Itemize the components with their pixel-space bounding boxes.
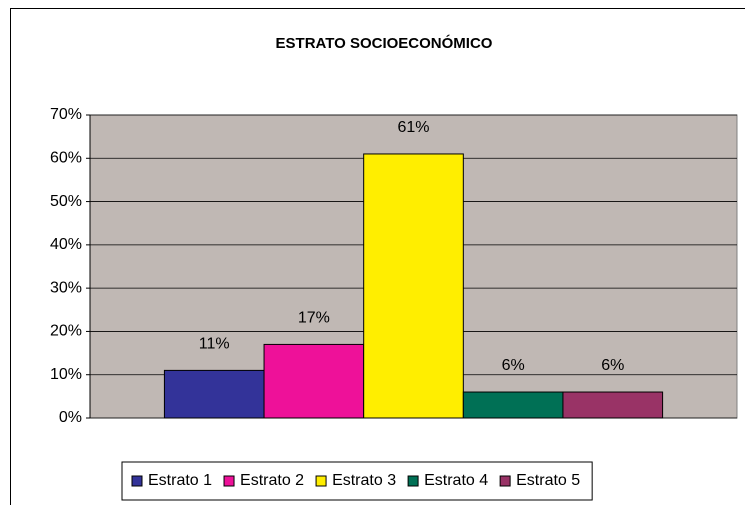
y-tick-label: 70% xyxy=(50,106,82,123)
y-tick-label: 60% xyxy=(50,150,82,167)
y-tick-label: 20% xyxy=(50,323,82,340)
y-tick-label: 50% xyxy=(50,193,82,210)
legend: Estrato 1 Estrato 2 Estrato 3 Estrato 4 Estr… xyxy=(121,461,593,501)
legend-swatch xyxy=(131,475,143,487)
legend-swatch xyxy=(407,475,419,487)
bar xyxy=(462,391,564,419)
legend-swatch xyxy=(315,475,327,487)
legend-label: Estrato 2 xyxy=(240,472,304,489)
data-label: 17% xyxy=(298,310,330,327)
legend-swatch xyxy=(499,475,511,487)
legend-box xyxy=(121,461,593,501)
bar xyxy=(163,369,265,419)
legend-label: Estrato 4 xyxy=(424,472,488,489)
data-label: 61% xyxy=(397,119,429,136)
y-tick-label: 10% xyxy=(50,366,82,383)
legend-label: Estrato 1 xyxy=(148,472,212,489)
legend-swatch xyxy=(223,475,235,487)
legend-label: Estrato 3 xyxy=(332,472,396,489)
legend-label: Estrato 5 xyxy=(516,472,580,489)
data-label: 6% xyxy=(601,357,624,374)
data-label: 6% xyxy=(502,357,525,374)
chart-border xyxy=(10,8,745,505)
bar xyxy=(363,153,464,419)
chart-title: ESTRATO SOCIOECONÓMICO xyxy=(276,34,493,52)
bar xyxy=(562,391,664,419)
data-label: 11% xyxy=(199,336,230,353)
y-tick-label: 40% xyxy=(50,236,82,253)
y-tick-label: 30% xyxy=(50,279,82,296)
y-tick-label: 0% xyxy=(59,409,82,426)
bar xyxy=(263,343,365,419)
